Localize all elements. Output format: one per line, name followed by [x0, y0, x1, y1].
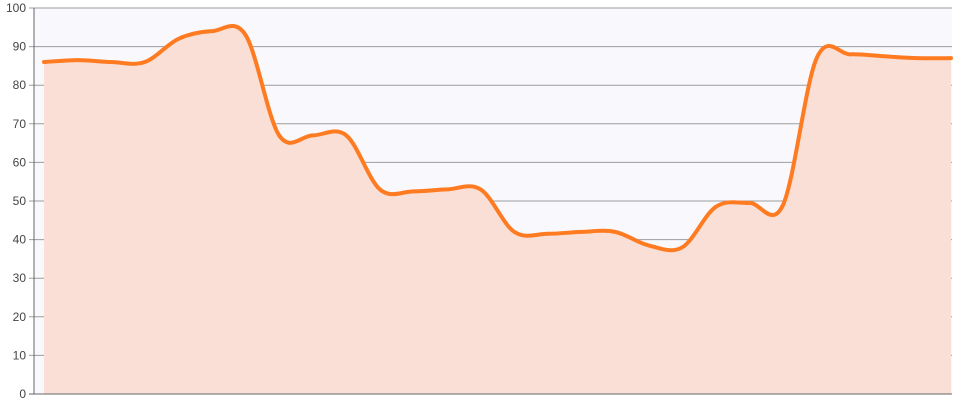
y-tick-label-60: 60 [13, 155, 27, 169]
y-tick-label-20: 20 [13, 310, 27, 324]
y-tick-label-90: 90 [13, 40, 27, 54]
y-tick-label-0: 0 [19, 387, 26, 401]
y-tick-label-100: 100 [6, 1, 26, 15]
y-tick-label-40: 40 [13, 233, 27, 247]
y-tick-label-80: 80 [13, 78, 27, 92]
y-tick-label-50: 50 [13, 194, 27, 208]
y-tick-label-10: 10 [13, 348, 27, 362]
y-tick-label-70: 70 [13, 117, 27, 131]
series-line [42, 24, 953, 253]
y-axis-ticks: 0 10 20 30 40 50 60 70 80 90 100 [6, 1, 26, 401]
y-tick-label-30: 30 [13, 271, 27, 285]
